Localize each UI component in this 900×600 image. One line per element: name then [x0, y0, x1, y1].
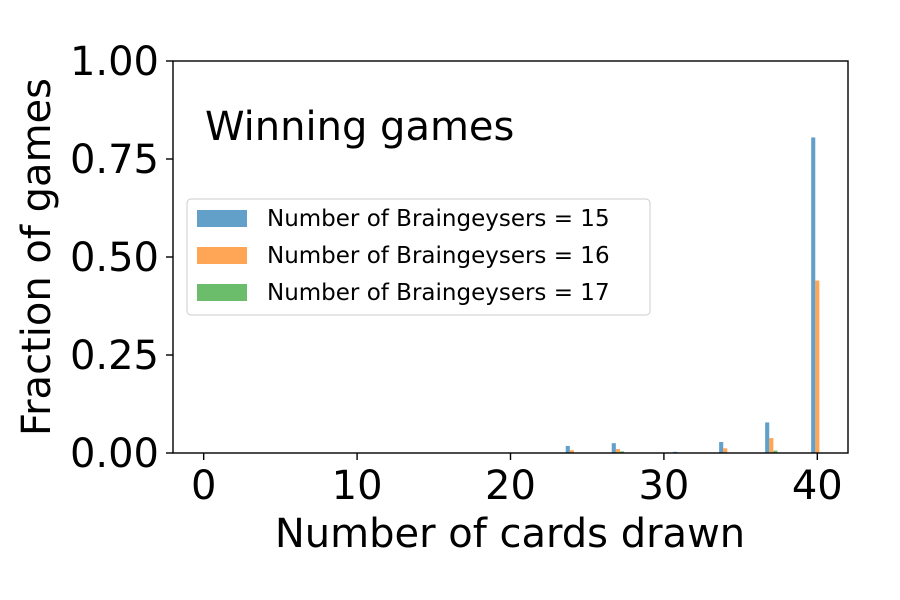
- annotation-text: Winning games: [205, 104, 514, 150]
- x-ticks: 0 10 20 30 40: [191, 453, 843, 509]
- x-tick-label: 0: [191, 463, 216, 509]
- bar: [719, 442, 724, 453]
- bar: [611, 443, 616, 453]
- bar: [615, 449, 620, 453]
- y-ticks: 0.00 0.25 0.50 0.75 1.00: [70, 39, 173, 477]
- bar: [765, 422, 770, 453]
- legend-swatch: [197, 284, 247, 301]
- bar: [769, 438, 774, 453]
- bar: [723, 448, 728, 453]
- legend-swatch: [197, 247, 247, 264]
- x-tick-label: 10: [332, 463, 383, 509]
- bar: [569, 450, 574, 453]
- x-tick-label: 30: [638, 463, 689, 509]
- bar: [815, 280, 820, 453]
- bars-group: [565, 137, 820, 453]
- plot-frame: [172, 60, 849, 454]
- bar: [619, 451, 625, 453]
- y-tick-label: 0.50: [70, 235, 159, 281]
- y-tick-label: 1.00: [70, 39, 159, 85]
- y-tick-label: 0.75: [70, 137, 159, 183]
- bar: [811, 137, 816, 453]
- legend-box: [186, 198, 651, 316]
- bar: [565, 445, 570, 453]
- legend-label: Number of Braingeysers = 16: [267, 243, 610, 269]
- y-tick-label: 0.25: [70, 333, 159, 379]
- legend-swatch: [197, 210, 247, 227]
- legend: Number of Braingeysers = 15 Number of Bra…: [186, 198, 651, 316]
- legend-label: Number of Braingeysers = 17: [267, 280, 610, 306]
- x-tick-label: 40: [792, 463, 843, 509]
- x-tick-label: 20: [485, 463, 536, 509]
- y-tick-label: 0.00: [70, 431, 159, 477]
- bar: [773, 450, 778, 453]
- legend-label: Number of Braingeysers = 15: [267, 206, 610, 232]
- legend-entries: Number of Braingeysers = 15 Number of Bra…: [197, 206, 610, 306]
- x-axis-label: Number of cards drawn: [275, 511, 745, 557]
- y-axis-label: Fraction of games: [14, 78, 60, 436]
